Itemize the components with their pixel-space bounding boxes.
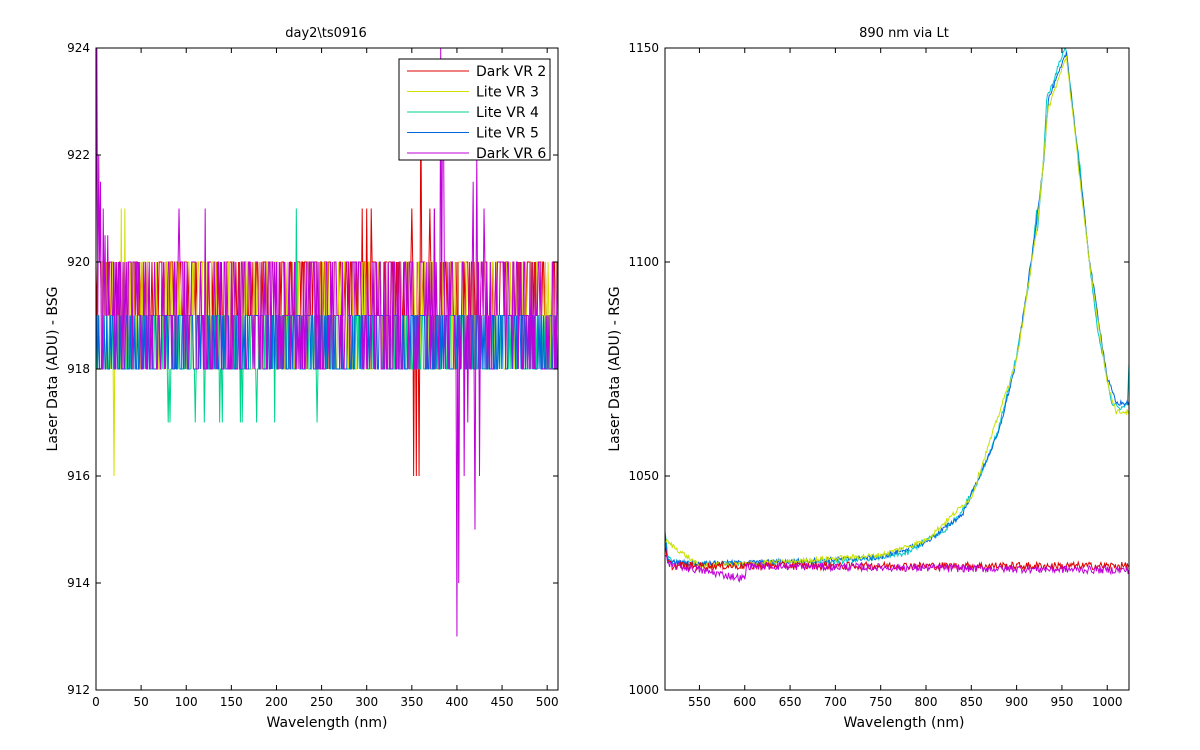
legend-box xyxy=(398,58,551,161)
left-series-group xyxy=(96,48,558,637)
right-x-tick-label: 800 xyxy=(915,695,938,709)
left-chart: day2\ts0916 0 50 100 150 200 250 300 350 400 450 5… xyxy=(45,26,559,731)
left-x-tick-label: 300 xyxy=(355,695,378,709)
left-x-tick-label: 50 xyxy=(133,695,148,709)
left-x-tick-label: 200 xyxy=(265,695,288,709)
series-line-dark-2 xyxy=(665,554,1129,583)
legend-label: Dark VR 2 xyxy=(476,64,546,80)
right-x-tick-label: 550 xyxy=(688,695,711,709)
left-y-tick-label: 918 xyxy=(67,362,90,376)
left-y-tick-label: 912 xyxy=(67,683,90,697)
series-line-lite-3 xyxy=(665,55,1129,569)
left-y-tick-label: 914 xyxy=(67,576,90,590)
right-x-tick-label: 1000 xyxy=(1092,695,1123,709)
left-x-tick-label: 350 xyxy=(400,695,423,709)
series-line-lite-2 xyxy=(665,51,1129,568)
right-x-ticks: 550 600 650 700 750 800 850 900 950 1000 xyxy=(688,48,1123,709)
left-y-axis-label: Laser Data (ADU) - BSG xyxy=(45,287,61,452)
right-x-tick-label: 650 xyxy=(779,695,802,709)
right-y-tick-label: 1150 xyxy=(628,41,659,55)
right-y-ticks: 1000 1050 1100 1150 xyxy=(628,41,1129,697)
right-chart: 890 nm via Lt 550 600 650 700 750 800 850 900 95… xyxy=(607,26,1130,731)
left-x-tick-label: 450 xyxy=(491,695,514,709)
right-y-axis-label: Laser Data (ADU) - RSG xyxy=(607,286,623,451)
left-x-tick-label: 400 xyxy=(445,695,468,709)
right-chart-title: 890 nm via Lt xyxy=(859,26,949,41)
series-line-lite xyxy=(665,48,1129,568)
right-x-tick-label: 600 xyxy=(733,695,756,709)
left-y-tick-label: 924 xyxy=(67,41,90,55)
left-x-tick-label: 100 xyxy=(175,695,198,709)
left-y-ticks: 912 914 916 918 920 922 924 xyxy=(67,41,558,697)
left-chart-title: day2\ts0916 xyxy=(285,26,367,41)
legend-items: Dark VR 2 Lite VR 3 Lite VR 4 Lite VR 5 Dark… xyxy=(407,64,546,162)
right-series-group xyxy=(665,48,1129,583)
legend-label: Lite VR 3 xyxy=(476,85,539,101)
right-x-tick-label: 750 xyxy=(869,695,892,709)
legend-label: Lite VR 4 xyxy=(476,105,539,121)
legend-label: Dark VR 6 xyxy=(476,146,546,162)
left-x-tick-label: 500 xyxy=(536,695,559,709)
left-x-tick-label: 150 xyxy=(220,695,243,709)
series-line-dark xyxy=(665,545,1129,572)
left-y-tick-label: 922 xyxy=(67,148,90,162)
right-x-axis-label: Wavelength (nm) xyxy=(844,715,965,731)
legend-label: Lite VR 5 xyxy=(476,126,539,142)
right-axes-box xyxy=(664,47,1130,691)
right-x-tick-label: 950 xyxy=(1050,695,1073,709)
right-x-tick-label: 700 xyxy=(824,695,847,709)
right-x-tick-label: 850 xyxy=(960,695,983,709)
left-x-tick-label: 250 xyxy=(310,695,333,709)
left-x-tick-label: 0 xyxy=(92,695,100,709)
right-y-tick-label: 1000 xyxy=(628,683,659,697)
left-y-tick-label: 920 xyxy=(67,255,90,269)
series-line-dark-vr-6 xyxy=(96,48,558,637)
right-y-tick-label: 1100 xyxy=(628,255,659,269)
left-plot-area xyxy=(96,48,558,637)
right-x-tick-label: 900 xyxy=(1005,695,1028,709)
left-y-tick-label: 916 xyxy=(67,469,90,483)
left-x-axis-label: Wavelength (nm) xyxy=(267,715,388,731)
left-x-ticks: 0 50 100 150 200 250 300 350 400 450 500 xyxy=(92,48,559,709)
right-y-tick-label: 1050 xyxy=(628,469,659,483)
legend: Dark VR 2 Lite VR 3 Lite VR 4 Lite VR 5 Dark… xyxy=(398,58,551,162)
right-plot-area xyxy=(665,48,1129,583)
